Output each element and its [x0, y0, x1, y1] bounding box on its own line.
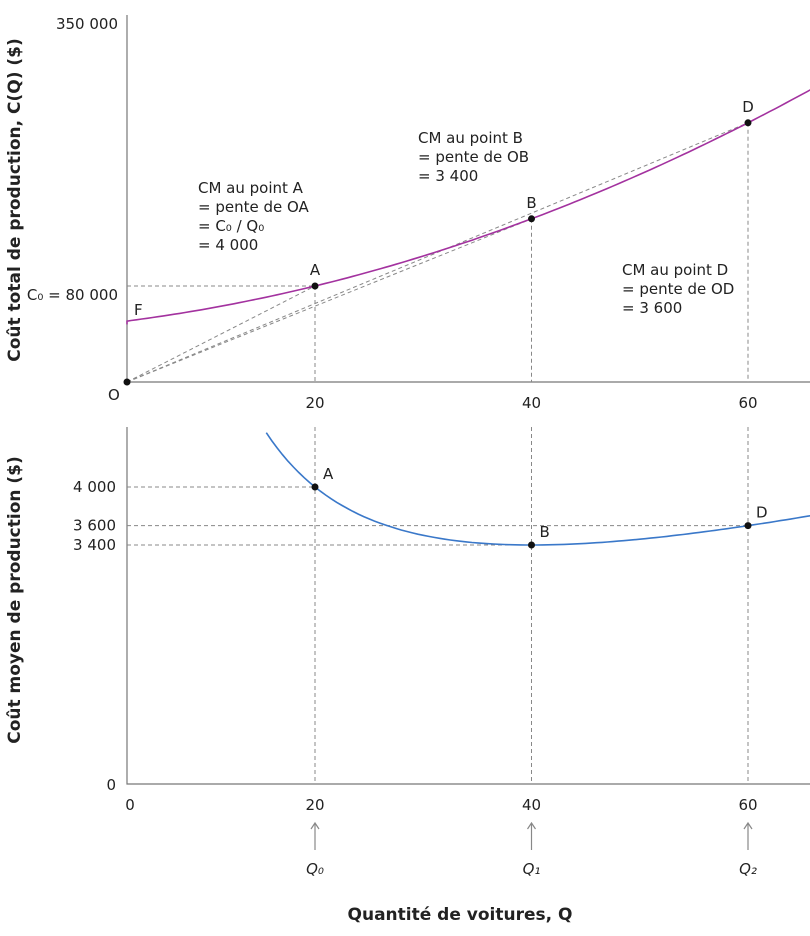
annotation-D-line-0: CM au point D — [622, 261, 728, 279]
top-y-axis-label: Coût total de production, C(Q) ($) — [5, 38, 25, 362]
top-x-tick-40: 40 — [522, 394, 541, 412]
point-O — [123, 378, 131, 386]
top-point-label-D: D — [742, 98, 754, 116]
bottom-x-tick-40: 40 — [522, 796, 541, 814]
annotation-A-line-1: = pente de OA — [198, 198, 310, 216]
q-arrowhead-1 — [527, 821, 536, 830]
bottom-point-D — [744, 522, 752, 530]
q-arrowhead-2 — [743, 821, 753, 830]
annotation-A-line-0: CM au point A — [198, 179, 304, 197]
bottom-y-tick-3600: 3 600 — [73, 517, 116, 535]
q-marker-1: Q₁ — [523, 860, 541, 878]
annotation-D-line-1: = pente de OD — [622, 280, 734, 298]
bottom-y-tick-3400: 3 400 — [73, 536, 116, 554]
bottom-point-label-A: A — [323, 465, 334, 483]
ray-OD — [126, 122, 749, 383]
x-axis-label: Quantité de voitures, Q — [348, 905, 573, 925]
bottom-x-tick-60: 60 — [738, 796, 757, 814]
bottom-point-B — [528, 541, 535, 549]
bottom-point-label-D: D — [756, 504, 768, 522]
annotation-B-line-1: = pente de OB — [418, 148, 529, 166]
ray-OB — [126, 218, 532, 383]
annotation-B-line-0: CM au point B — [418, 129, 523, 147]
annotation-A-line-2: = C₀ / Q₀ — [198, 217, 264, 235]
q-marker-2: Q₂ — [739, 860, 757, 878]
top-point-label-B: B — [526, 194, 536, 212]
c0-label: C₀ = 80 000 — [27, 286, 118, 304]
top-x-tick-20: 20 — [305, 394, 324, 412]
bottom-axes — [126, 427, 810, 785]
top-point-B — [528, 215, 535, 223]
bottom-y-tick-4000: 4 000 — [73, 478, 116, 496]
q-arrowhead-0 — [310, 821, 320, 830]
average-cost-curve — [265, 432, 810, 546]
top-point-D — [744, 119, 752, 127]
top-point-A — [311, 282, 319, 290]
bottom-point-A — [311, 483, 319, 491]
annotation-B-line-2: = 3 400 — [418, 167, 478, 185]
ray-OA — [126, 285, 316, 383]
bottom-x-tick-20: 20 — [305, 796, 324, 814]
origin-label: O — [108, 386, 120, 404]
bottom-y-axis-label: Coût moyen de production ($) — [5, 456, 25, 744]
curve-label-f: F — [134, 301, 143, 319]
bottom-point-label-B: B — [540, 523, 550, 541]
top-point-label-A: A — [310, 261, 321, 279]
top-x-tick-60: 60 — [738, 394, 757, 412]
q-marker-0: Q₀ — [306, 860, 324, 878]
bottom-y-tick-0: 0 — [106, 776, 116, 794]
annotation-D-line-2: = 3 600 — [622, 299, 682, 317]
annotation-A-line-3: = 4 000 — [198, 236, 258, 254]
y-tick-top: 350 000 — [56, 15, 118, 33]
total-cost-curve — [126, 89, 810, 325]
bottom-x-tick-0: 0 — [125, 796, 135, 814]
